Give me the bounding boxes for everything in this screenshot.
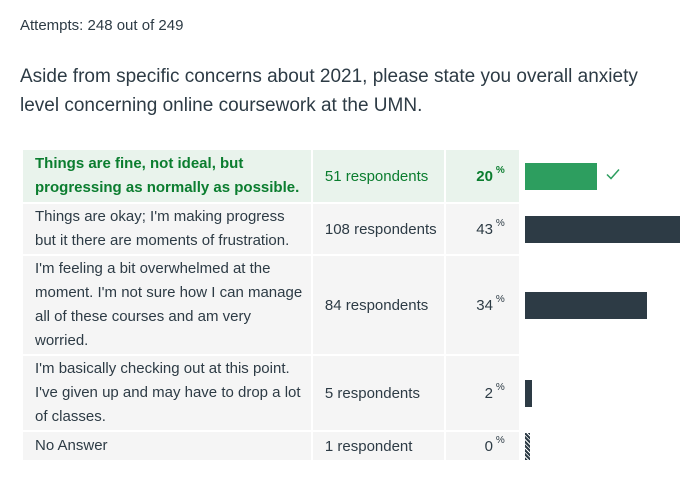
answer-text: I'm basically checking out at this point… (23, 356, 311, 430)
question-text: Aside from specific concerns about 2021,… (20, 66, 638, 116)
answer-row: Things are fine, not ideal, but progress… (23, 150, 683, 202)
bar-cell (524, 150, 683, 202)
bar-cell (524, 356, 683, 430)
answer-row: No Answer 1 respondent 0% (23, 432, 683, 460)
answer-percent: 2% (445, 356, 519, 430)
answer-text: No Answer (23, 432, 311, 460)
bar-cell (524, 204, 683, 254)
percent-sign: % (495, 434, 505, 446)
bar-cell (524, 256, 683, 354)
answer-percent: 34% (445, 256, 519, 354)
percent-value: 20 (476, 167, 493, 185)
answer-text: Things are fine, not ideal, but progress… (23, 150, 311, 202)
correct-check-icon (606, 169, 620, 180)
result-bar (524, 432, 530, 460)
attempts-count: Attempts: 248 out of 249 (20, 17, 184, 34)
percent-sign: % (495, 217, 505, 229)
answer-text: I'm feeling a bit overwhelmed at the mom… (23, 256, 311, 354)
answer-row: I'm feeling a bit overwhelmed at the mom… (23, 256, 683, 354)
result-bar (524, 162, 597, 190)
answer-text: Things are okay; I'm making progress but… (23, 204, 311, 254)
percent-value: 34 (476, 296, 493, 314)
answer-results: Things are fine, not ideal, but progress… (23, 150, 683, 460)
percent-sign: % (495, 381, 505, 393)
answer-percent: 0% (445, 432, 519, 460)
result-bar (524, 215, 680, 243)
percent-value: 0 (484, 437, 493, 455)
bar-cell (524, 432, 683, 460)
respondent-count: 5 respondents (312, 356, 444, 430)
percent-value: 43 (476, 220, 493, 238)
answer-row: Things are okay; I'm making progress but… (23, 204, 683, 254)
answer-row: I'm basically checking out at this point… (23, 356, 683, 430)
answer-percent: 43% (445, 204, 519, 254)
answer-percent: 20% (445, 150, 519, 202)
respondent-count: 1 respondent (312, 432, 444, 460)
result-bar (524, 379, 532, 407)
percent-sign: % (495, 164, 505, 176)
respondent-count: 84 respondents (312, 256, 444, 354)
result-bar (524, 291, 647, 319)
respondent-count: 108 respondents (312, 204, 444, 254)
percent-value: 2 (484, 384, 493, 402)
respondent-count: 51 respondents (312, 150, 444, 202)
percent-sign: % (495, 293, 505, 305)
